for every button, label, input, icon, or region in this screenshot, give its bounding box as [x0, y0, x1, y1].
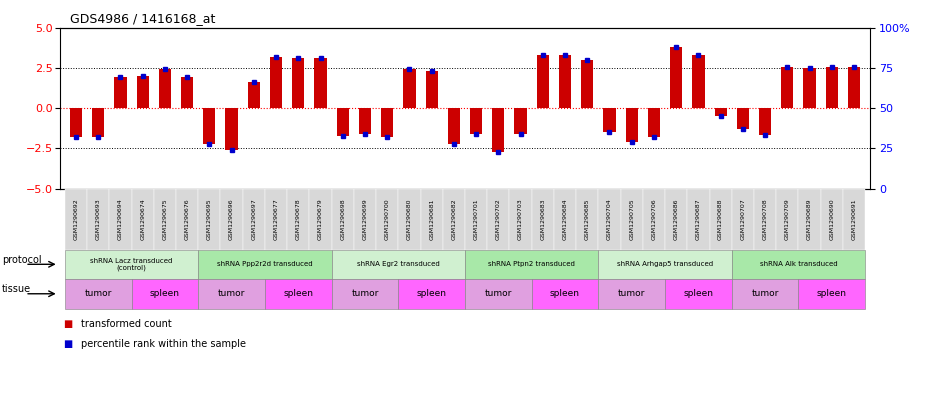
Text: GSM1290699: GSM1290699	[363, 198, 367, 240]
Bar	[359, 108, 371, 134]
Text: spleen: spleen	[684, 289, 713, 298]
Text: spleen: spleen	[417, 289, 446, 298]
Text: GSM1290691: GSM1290691	[852, 198, 857, 240]
Text: spleen: spleen	[550, 289, 580, 298]
Bar	[159, 70, 171, 108]
Text: GSM1290680: GSM1290680	[407, 198, 412, 240]
Bar	[826, 67, 838, 108]
Text: tissue: tissue	[2, 284, 31, 294]
Text: GSM1290686: GSM1290686	[673, 198, 679, 240]
Text: GSM1290697: GSM1290697	[251, 198, 257, 240]
Text: GSM1290693: GSM1290693	[96, 198, 100, 240]
Text: GSM1290677: GSM1290677	[273, 198, 279, 240]
Text: spleen: spleen	[150, 289, 179, 298]
Bar	[537, 55, 549, 108]
Text: shRNA Ptpn2 transduced: shRNA Ptpn2 transduced	[488, 261, 575, 267]
Bar	[204, 108, 216, 143]
Text: GSM1290689: GSM1290689	[807, 198, 812, 240]
Bar	[314, 58, 326, 108]
Bar	[514, 108, 526, 134]
Text: spleen: spleen	[284, 289, 313, 298]
Text: GSM1290690: GSM1290690	[830, 198, 834, 240]
Text: GSM1290706: GSM1290706	[651, 198, 657, 240]
Text: GSM1290702: GSM1290702	[496, 198, 501, 240]
Text: GSM1290683: GSM1290683	[540, 198, 545, 240]
Text: GSM1290684: GSM1290684	[563, 198, 567, 240]
Text: shRNA Alk transduced: shRNA Alk transduced	[760, 261, 837, 267]
Bar	[604, 108, 616, 132]
Text: shRNA Arhgap5 transduced: shRNA Arhgap5 transduced	[617, 261, 713, 267]
Text: GSM1290701: GSM1290701	[473, 198, 479, 240]
Text: GSM1290688: GSM1290688	[718, 198, 724, 240]
Bar	[848, 67, 860, 108]
Text: GSM1290703: GSM1290703	[518, 198, 523, 240]
Bar	[247, 82, 260, 108]
Text: GSM1290709: GSM1290709	[785, 198, 790, 240]
Text: tumor: tumor	[352, 289, 379, 298]
Bar	[781, 67, 793, 108]
Bar	[470, 108, 483, 134]
Text: protocol: protocol	[2, 255, 42, 264]
Bar	[114, 77, 126, 108]
Text: ■: ■	[63, 339, 73, 349]
Text: GSM1290681: GSM1290681	[429, 198, 434, 240]
Bar	[492, 108, 504, 152]
Text: GSM1290695: GSM1290695	[206, 198, 212, 240]
Text: GSM1290705: GSM1290705	[630, 198, 634, 240]
Bar	[804, 68, 816, 108]
Text: transformed count: transformed count	[81, 319, 172, 329]
Text: GSM1290682: GSM1290682	[451, 198, 457, 240]
Text: shRNA Lacz transduced
(control): shRNA Lacz transduced (control)	[90, 257, 173, 271]
Bar	[714, 108, 726, 116]
Bar	[92, 108, 104, 137]
Text: tumor: tumor	[485, 289, 512, 298]
Text: shRNA Egr2 transduced: shRNA Egr2 transduced	[357, 261, 440, 267]
Text: GSM1290679: GSM1290679	[318, 198, 323, 240]
Text: percentile rank within the sample: percentile rank within the sample	[81, 339, 246, 349]
Bar	[626, 108, 638, 142]
Text: GSM1290698: GSM1290698	[340, 198, 345, 240]
Text: GSM1290687: GSM1290687	[696, 198, 701, 240]
Bar	[70, 108, 82, 137]
Text: GSM1290676: GSM1290676	[185, 198, 190, 240]
Text: GSM1290696: GSM1290696	[229, 198, 234, 240]
Bar	[737, 108, 749, 129]
Text: GSM1290678: GSM1290678	[296, 198, 300, 240]
Bar	[670, 47, 683, 108]
Bar	[225, 108, 238, 150]
Text: GSM1290675: GSM1290675	[163, 198, 167, 240]
Text: shRNA Ppp2r2d transduced: shRNA Ppp2r2d transduced	[217, 261, 312, 267]
Bar	[581, 60, 593, 108]
Bar	[692, 55, 705, 108]
Bar	[759, 108, 771, 136]
Bar	[270, 57, 282, 108]
Text: GSM1290692: GSM1290692	[73, 198, 78, 240]
Text: tumor: tumor	[618, 289, 645, 298]
Bar	[447, 108, 460, 143]
Text: GSM1290685: GSM1290685	[585, 198, 590, 240]
Text: tumor: tumor	[218, 289, 246, 298]
Text: GSM1290694: GSM1290694	[118, 198, 123, 240]
Text: spleen: spleen	[817, 289, 846, 298]
Bar	[426, 71, 438, 108]
Bar	[337, 108, 349, 136]
Text: tumor: tumor	[85, 289, 112, 298]
Text: GDS4986 / 1416168_at: GDS4986 / 1416168_at	[70, 12, 215, 25]
Bar	[181, 77, 193, 108]
Text: GSM1290707: GSM1290707	[740, 198, 745, 240]
Bar	[381, 108, 393, 137]
Bar	[648, 108, 660, 137]
Text: GSM1290674: GSM1290674	[140, 198, 145, 240]
Text: GSM1290704: GSM1290704	[607, 198, 612, 240]
Text: tumor: tumor	[751, 289, 778, 298]
Bar	[559, 55, 571, 108]
Bar	[404, 69, 416, 108]
Text: GSM1290700: GSM1290700	[385, 198, 390, 240]
Text: ■: ■	[63, 319, 73, 329]
Bar	[137, 76, 149, 108]
Text: GSM1290708: GSM1290708	[763, 198, 767, 240]
Bar	[292, 58, 304, 108]
